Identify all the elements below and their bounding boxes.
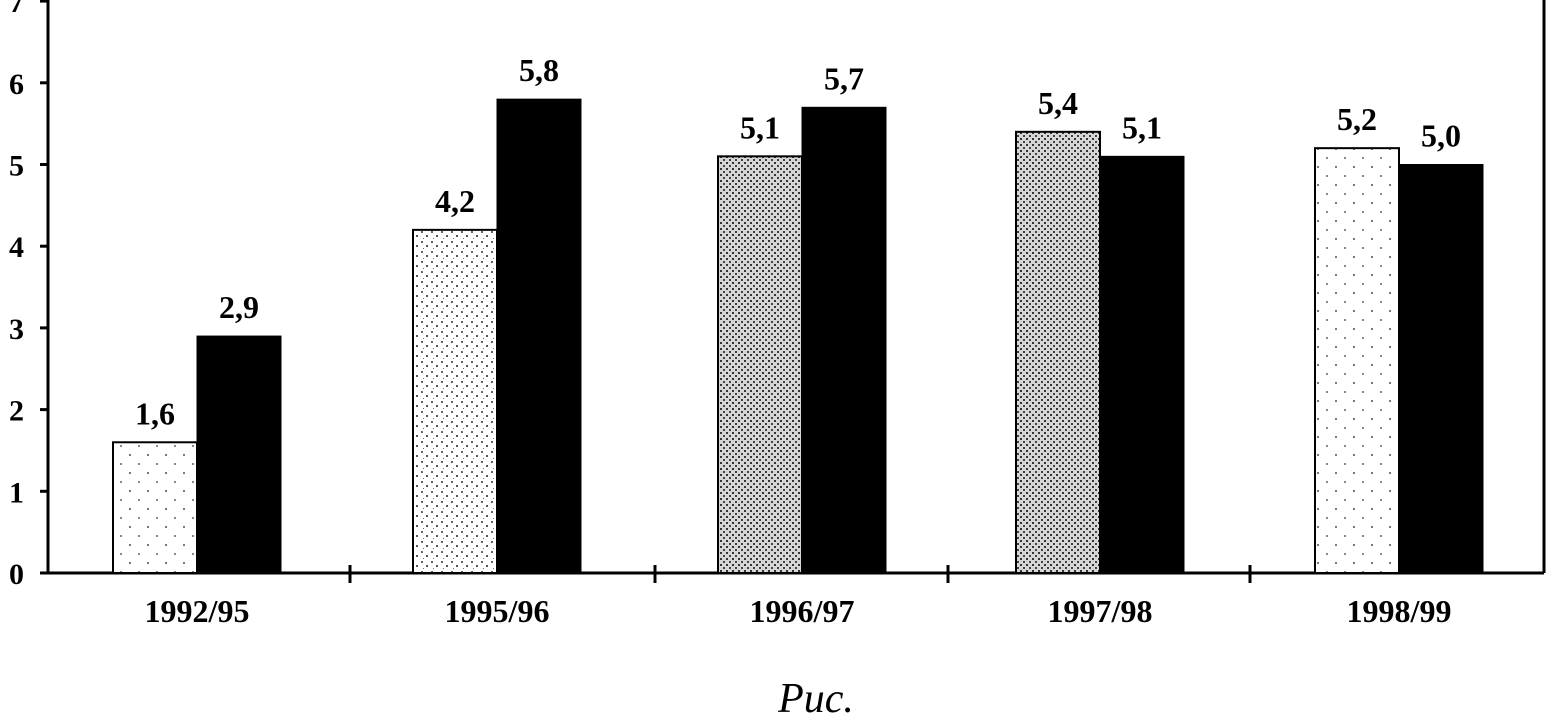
data-label-series-2-1: 5,8 [519, 52, 559, 88]
y-tick-label: 1 [9, 476, 24, 509]
y-tick-label: 4 [9, 231, 24, 264]
y-tick-label: 5 [9, 150, 24, 183]
data-label-series-1-3: 5,4 [1038, 85, 1078, 121]
bar-series-2-4 [1398, 164, 1484, 574]
x-axis-ticks [348, 565, 1252, 583]
data-label-series-1-4: 5,2 [1337, 101, 1377, 137]
x-category-label: 1998/99 [1347, 593, 1452, 629]
y-tick-label: 0 [9, 558, 24, 591]
data-label-series-1-1: 4,2 [435, 183, 475, 219]
bar-series-2-2 [801, 106, 887, 574]
data-labels: 1,6 2,9 4,2 5,8 5,1 5,7 5,4 5,1 5,2 5,0 [135, 52, 1461, 431]
y-tick-label: 6 [9, 68, 24, 101]
bar-series-1-1 [412, 228, 498, 575]
data-label-series-2-3: 5,1 [1122, 109, 1162, 145]
category-labels: 1992/95 1995/96 1996/97 1997/98 1998/99 [145, 593, 1452, 629]
bars [112, 98, 1484, 575]
bar-series-2-1 [496, 98, 582, 574]
x-category-label: 1997/98 [1048, 593, 1153, 629]
figure-caption: Рис. [777, 676, 854, 720]
bar-series-2-3 [1099, 155, 1185, 574]
x-category-label: 1995/96 [445, 593, 550, 629]
data-label-series-1-2: 5,1 [740, 109, 780, 145]
data-label-series-1-0: 1,6 [135, 395, 175, 431]
y-tick-label: 7 [9, 0, 24, 19]
y-axis-ticks: 0 1 2 3 4 5 6 7 [9, 0, 48, 591]
y-tick-label: 2 [9, 395, 24, 428]
bar-series-1-0 [112, 441, 198, 574]
y-tick-label: 3 [9, 313, 24, 346]
bar-series-1-4 [1314, 147, 1400, 574]
bar-series-1-2 [717, 155, 803, 575]
data-label-series-2-0: 2,9 [219, 289, 259, 325]
x-category-label: 1996/97 [750, 593, 855, 629]
bar-series-2-0 [196, 335, 282, 574]
data-label-series-2-2: 5,7 [824, 60, 864, 96]
x-category-label: 1992/95 [145, 593, 250, 629]
data-label-series-2-4: 5,0 [1421, 118, 1461, 154]
bar-series-1-3 [1015, 130, 1101, 574]
